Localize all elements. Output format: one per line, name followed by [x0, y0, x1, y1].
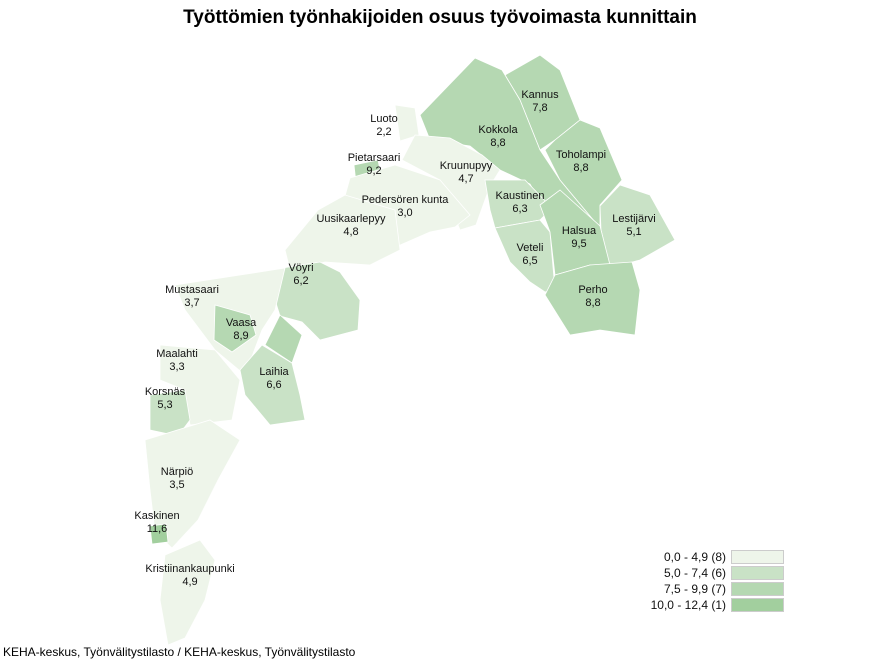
municipality-value-label: 8,8: [585, 297, 600, 309]
municipality-value-label: 9,2: [366, 165, 381, 177]
municipality-name-label: Vöyri: [288, 262, 313, 274]
municipality-value-label: 3,5: [169, 479, 184, 491]
legend-label: 0,0 - 4,9 (8): [663, 550, 726, 564]
municipality-narpio[interactable]: [144, 419, 241, 549]
municipality-laihia[interactable]: [239, 344, 306, 426]
municipality-name-label: Kannus: [521, 89, 559, 101]
municipality-name-label: Laihia: [259, 366, 289, 378]
municipality-value-label: 3,3: [169, 361, 184, 373]
municipality-name-label: Pedersören kunta: [362, 194, 450, 206]
municipality-value-label: 6,3: [512, 203, 527, 215]
legend-swatch: [731, 598, 784, 612]
municipality-name-label: Kaustinen: [496, 190, 545, 202]
municipality-kruunupyy[interactable]: [401, 134, 501, 231]
municipality-toholampi[interactable]: [544, 119, 623, 230]
municipality-value-label: 11,6: [147, 523, 168, 535]
legend-item: 7,5 - 9,9 (7): [640, 581, 784, 597]
municipality-value-label: 4,8: [343, 226, 358, 238]
municipality-name-label: Lestijärvi: [612, 213, 655, 225]
municipality-value-label: 3,7: [184, 297, 199, 309]
municipality-kristiinankaupunki[interactable]: [159, 539, 216, 646]
municipality-name-label: Korsnäs: [145, 386, 186, 398]
municipality-value-label: 3,0: [397, 207, 412, 219]
legend-swatch: [731, 550, 784, 564]
legend-swatch: [731, 566, 784, 580]
municipality-name-label: Uusikaarlepyy: [316, 213, 386, 225]
municipality-name-label: Kaskinen: [134, 510, 179, 522]
source-note: KEHA-keskus, Työnvälitystilasto / KEHA-k…: [3, 645, 356, 659]
map-title: Työttömien työnhakijoiden osuus työvoima…: [183, 7, 697, 28]
legend-item: 10,0 - 12,4 (1): [640, 597, 784, 613]
municipality-value-label: 2,2: [376, 126, 391, 138]
legend-item: 0,0 - 4,9 (8): [640, 549, 784, 565]
municipality-voyri[interactable]: [269, 261, 361, 341]
legend-label: 7,5 - 9,9 (7): [663, 582, 726, 596]
municipality-name-label: Luoto: [370, 113, 398, 125]
municipality-name-label: Mustasaari: [165, 284, 219, 296]
municipality-value-label: 5,1: [626, 226, 641, 238]
municipality-name-label: Kokkola: [478, 124, 518, 136]
municipality-name-label: Veteli: [517, 242, 544, 254]
municipality-name-label: Vaasa: [226, 317, 257, 329]
municipality-value-label: 6,5: [522, 255, 537, 267]
municipality-name-label: Pietarsaari: [348, 152, 401, 164]
municipality-name-label: Toholampi: [556, 149, 606, 161]
legend-item: 5,0 - 7,4 (6): [640, 565, 784, 581]
municipality-value-label: 8,8: [573, 162, 588, 174]
municipality-name-label: Maalahti: [156, 348, 198, 360]
municipality-value-label: 7,8: [532, 102, 547, 114]
municipality-value-label: 8,8: [490, 137, 505, 149]
municipality-value-label: 9,5: [571, 238, 586, 250]
municipality-value-label: 4,9: [182, 576, 197, 588]
municipality-name-label: Närpiö: [161, 466, 193, 478]
municipality-perho[interactable]: [544, 261, 641, 336]
municipality-vaasa[interactable]: [213, 304, 257, 353]
municipality-value-label: 6,6: [266, 379, 281, 391]
legend: 0,0 - 4,9 (8) 5,0 - 7,4 (6) 7,5 - 9,9 (7…: [640, 549, 784, 613]
municipality-value-label: 5,3: [157, 399, 172, 411]
municipality-name-label: Perho: [578, 284, 607, 296]
legend-label: 10,0 - 12,4 (1): [650, 598, 726, 612]
municipality-name-label: Kristiinankaupunki: [145, 563, 234, 575]
municipality-value-label: 4,7: [458, 173, 473, 185]
municipality-name-label: Halsua: [562, 225, 597, 237]
legend-swatch: [731, 582, 784, 596]
municipality-value-label: 8,9: [233, 330, 248, 342]
municipality-kaskinen[interactable]: [149, 523, 169, 545]
legend-label: 5,0 - 7,4 (6): [663, 566, 726, 580]
municipality-value-label: 6,2: [293, 275, 308, 287]
municipality-name-label: Kruunupyy: [440, 160, 493, 172]
